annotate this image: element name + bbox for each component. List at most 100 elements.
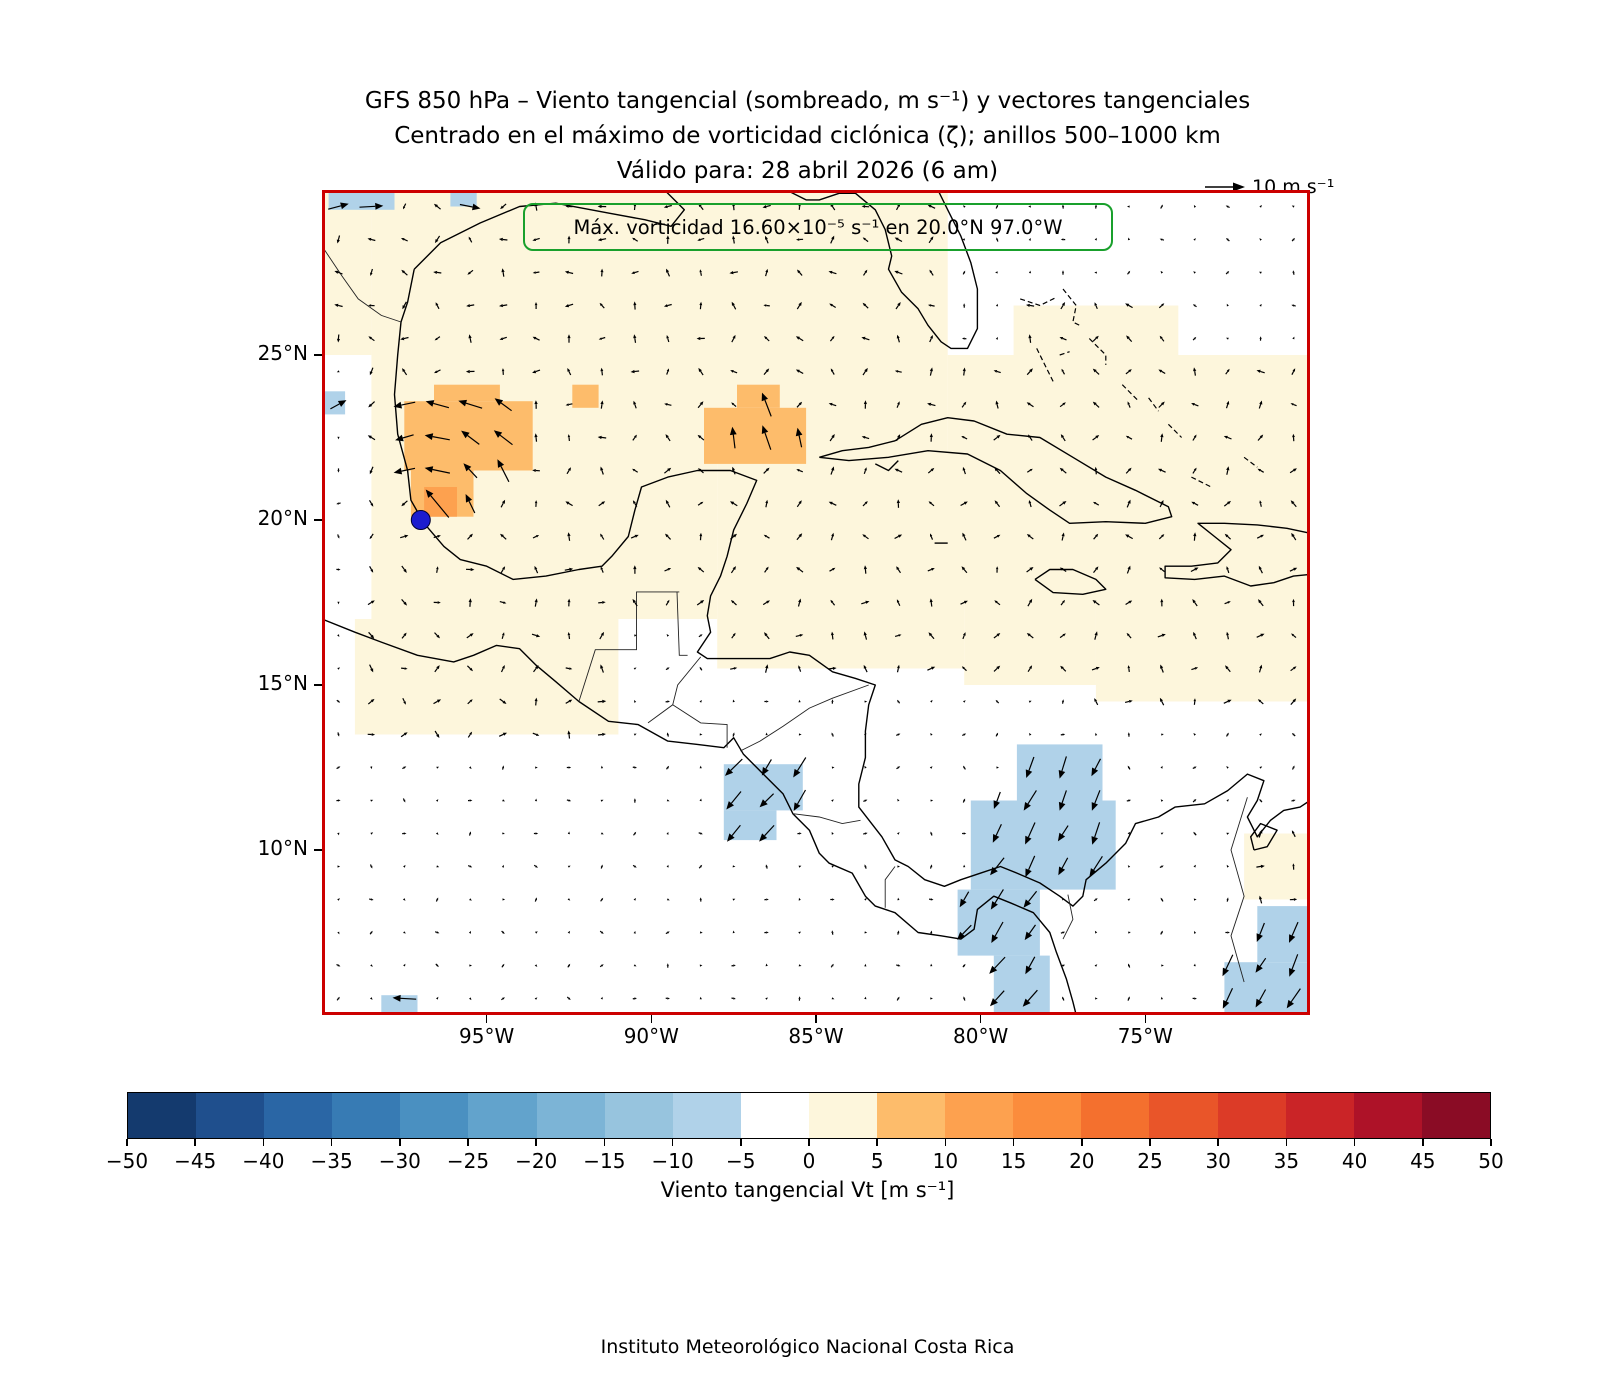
wind-vector-head <box>897 897 900 901</box>
wind-vector-head <box>1292 237 1295 241</box>
wind-vector <box>829 436 834 442</box>
wind-vector-head <box>1095 666 1100 670</box>
colorbar-tick-mark <box>1490 1139 1492 1146</box>
wind-vector <box>467 535 471 540</box>
wind-vector <box>535 205 538 211</box>
wind-vector-head <box>1286 999 1294 1009</box>
wind-vector-head <box>896 334 900 339</box>
colorbar-tick-mark <box>262 1139 265 1146</box>
wind-vector-head <box>1193 831 1196 835</box>
wind-vector-head <box>831 732 834 736</box>
wind-vector-head <box>730 600 735 604</box>
wind-vector <box>469 269 474 274</box>
colorbar-tick-mark <box>1012 1139 1015 1146</box>
colorbar-tick-mark <box>603 1139 606 1146</box>
wind-vector-head <box>502 700 507 704</box>
wind-vector <box>1289 568 1295 572</box>
wind-vector <box>601 568 604 573</box>
wind-vector-head <box>436 964 439 968</box>
colorbar-tick-mark <box>808 1139 810 1146</box>
wind-vector-head <box>1256 369 1261 373</box>
wind-vector-head <box>1060 665 1064 670</box>
wind-vector <box>1093 568 1097 573</box>
wind-vector-head <box>929 598 933 603</box>
wind-vector-head <box>1258 599 1262 604</box>
wind-vector <box>830 469 834 475</box>
wind-vector-head <box>832 567 836 571</box>
wind-vector <box>1290 700 1295 705</box>
wind-vector-head <box>730 501 735 505</box>
wind-vector-head <box>1193 532 1197 537</box>
wind-vector-head <box>1126 632 1130 637</box>
wind-vector <box>831 635 834 640</box>
wind-vector-head <box>959 898 967 908</box>
wind-vector <box>535 437 538 442</box>
wind-vector-head <box>500 205 504 210</box>
wind-vector-head <box>600 533 603 537</box>
wind-vector-head <box>897 865 900 868</box>
wind-vector-head <box>994 500 999 505</box>
wind-vector-head <box>468 334 472 339</box>
wind-vector-head <box>502 732 507 736</box>
wind-vector <box>1227 206 1230 209</box>
wind-vector-head <box>602 601 606 604</box>
wind-vector-head <box>1260 864 1265 869</box>
wind-vector-head <box>962 367 966 372</box>
wind-vector-head <box>1226 466 1230 471</box>
colorbar-tick-label: −5 <box>726 1149 756 1173</box>
wind-vector-head <box>666 634 670 637</box>
wind-vector-head <box>961 566 966 571</box>
coastline <box>1034 568 1107 595</box>
wind-vector <box>994 956 1006 969</box>
wind-vector-head <box>732 865 736 868</box>
wind-vector-head <box>337 400 347 407</box>
wind-vector <box>1289 469 1295 474</box>
wind-vector <box>1127 272 1130 275</box>
wind-vector-head <box>601 501 606 505</box>
wind-vector-head <box>535 665 539 670</box>
wind-vector <box>700 436 705 441</box>
wind-vector <box>733 403 737 408</box>
wind-vector-head <box>395 434 404 442</box>
wind-vector-head <box>567 930 571 934</box>
wind-vector-head <box>393 401 402 409</box>
wind-vector-head <box>863 565 867 570</box>
wind-vector-head <box>962 205 966 208</box>
wind-vector-head <box>798 699 801 703</box>
wind-vector <box>1126 568 1130 574</box>
wind-vector-head <box>569 567 574 571</box>
wind-vector <box>1029 535 1034 540</box>
wind-vector-head <box>864 832 868 835</box>
wind-vector-head <box>896 599 900 603</box>
wind-vector-head <box>1291 830 1295 834</box>
colorbar-tick-label: −45 <box>174 1149 217 1173</box>
wind-vector <box>403 336 409 340</box>
wind-vector-head <box>861 336 866 340</box>
wind-vector-head <box>1226 732 1229 736</box>
wind-vector-head <box>930 699 933 703</box>
wind-vector-head <box>1226 631 1229 636</box>
wind-vector-head <box>699 401 704 406</box>
wind-vector <box>469 304 475 307</box>
wind-vector-head <box>1226 864 1229 868</box>
wind-vector-head <box>371 733 376 736</box>
wind-vector <box>1160 206 1163 209</box>
wind-vector-head <box>1028 205 1031 208</box>
wind-vector-head <box>1029 665 1033 669</box>
country-border <box>1230 797 1248 983</box>
x-tick-mark <box>1144 1015 1147 1023</box>
wind-vector <box>568 271 574 275</box>
wind-vector <box>896 998 899 1001</box>
wind-vector <box>1292 403 1297 407</box>
wind-vector-head <box>992 834 1000 843</box>
wind-vector-head <box>1029 567 1034 571</box>
wind-vector-head <box>1127 865 1131 868</box>
wind-vector-head <box>469 831 472 835</box>
wind-vector <box>1062 568 1067 573</box>
wind-vector-head <box>894 237 899 241</box>
wind-vector-head <box>567 467 571 471</box>
wind-vector-head <box>1160 204 1163 208</box>
wind-vector-head <box>463 463 472 472</box>
wind-vector-head <box>795 427 803 437</box>
wind-vector-head <box>1292 765 1295 769</box>
